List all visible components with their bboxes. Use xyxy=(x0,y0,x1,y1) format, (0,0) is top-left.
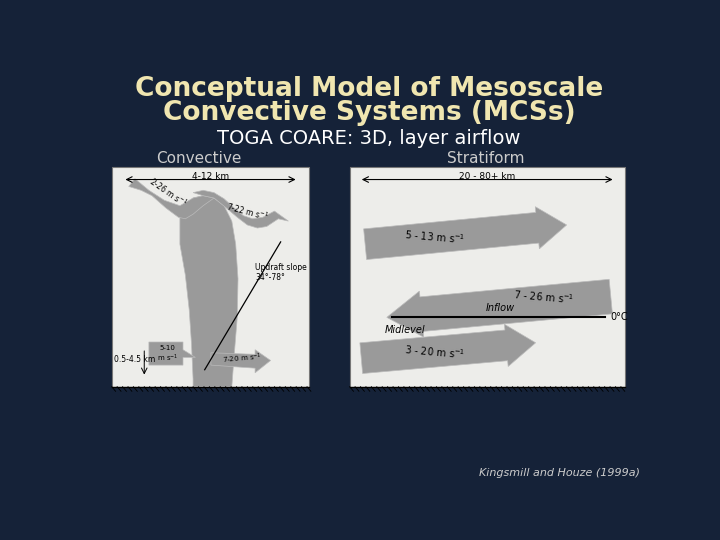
Polygon shape xyxy=(129,179,214,219)
FancyBboxPatch shape xyxy=(350,167,625,387)
Text: TOGA COARE: 3D, layer airflow: TOGA COARE: 3D, layer airflow xyxy=(217,129,521,148)
Text: 20 - 80+ km: 20 - 80+ km xyxy=(459,172,516,181)
Polygon shape xyxy=(180,195,238,387)
Text: Convective: Convective xyxy=(156,151,241,166)
Text: 3 - 20 m s$^{-1}$: 3 - 20 m s$^{-1}$ xyxy=(404,342,466,361)
Text: Inflow: Inflow xyxy=(486,303,516,313)
Text: 4-12 km: 4-12 km xyxy=(192,172,229,181)
Text: 7 - 26 m s$^{-1}$: 7 - 26 m s$^{-1}$ xyxy=(513,287,574,306)
Polygon shape xyxy=(360,324,536,374)
Polygon shape xyxy=(193,190,289,228)
Polygon shape xyxy=(211,350,271,373)
Text: 5-10
m s$^{-1}$: 5-10 m s$^{-1}$ xyxy=(157,345,179,364)
Text: Convective Systems (MCSs): Convective Systems (MCSs) xyxy=(163,99,575,125)
Text: 7-22 m s$^{-1}$: 7-22 m s$^{-1}$ xyxy=(225,200,270,222)
Text: 7-20 m s$^{-1}$: 7-20 m s$^{-1}$ xyxy=(222,352,262,366)
Polygon shape xyxy=(387,279,613,337)
Text: 0°C: 0°C xyxy=(611,312,629,322)
Text: Kingsmill and Houze (1999a): Kingsmill and Houze (1999a) xyxy=(480,468,640,478)
Text: Conceptual Model of Mesoscale: Conceptual Model of Mesoscale xyxy=(135,77,603,103)
Polygon shape xyxy=(364,207,567,260)
FancyBboxPatch shape xyxy=(112,167,310,387)
Text: 0.5-4.5 km: 0.5-4.5 km xyxy=(114,355,156,364)
Text: Midlevel: Midlevel xyxy=(385,326,426,335)
Text: 2-26 m s$^{-1}$: 2-26 m s$^{-1}$ xyxy=(147,175,189,210)
Text: 5 - 13 m s$^{-1}$: 5 - 13 m s$^{-1}$ xyxy=(404,227,466,246)
Text: Stratiform: Stratiform xyxy=(446,151,524,166)
Text: Updraft slope
34°-78°: Updraft slope 34°-78° xyxy=(255,263,307,282)
Polygon shape xyxy=(149,342,195,365)
